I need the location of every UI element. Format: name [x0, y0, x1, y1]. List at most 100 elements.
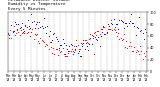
Point	[84, 40, 87, 41]
Point	[22, 31, 24, 33]
Point	[48, 30, 51, 31]
Point	[128, 20, 131, 21]
Point	[54, 36, 57, 37]
Point	[140, 29, 143, 31]
Point	[134, 52, 137, 53]
Point	[87, 49, 89, 50]
Point	[133, 47, 136, 48]
Point	[101, 28, 103, 29]
Point	[18, 27, 21, 28]
Point	[39, 26, 42, 28]
Point	[90, 43, 93, 45]
Point	[125, 40, 128, 41]
Point	[83, 39, 86, 41]
Point	[86, 45, 88, 46]
Point	[38, 42, 41, 43]
Point	[22, 28, 24, 29]
Point	[50, 47, 52, 48]
Point	[31, 29, 34, 30]
Point	[14, 21, 16, 22]
Point	[105, 31, 108, 33]
Point	[92, 33, 95, 34]
Point	[59, 45, 61, 46]
Point	[23, 30, 26, 31]
Point	[137, 27, 139, 28]
Point	[118, 38, 121, 39]
Point	[11, 30, 14, 32]
Point	[74, 48, 77, 50]
Point	[131, 22, 133, 24]
Point	[119, 37, 122, 39]
Point	[98, 45, 101, 46]
Point	[98, 33, 101, 35]
Point	[138, 53, 140, 55]
Point	[10, 24, 13, 26]
Point	[104, 34, 107, 35]
Point	[24, 24, 27, 25]
Point	[42, 28, 44, 29]
Point	[144, 29, 146, 30]
Point	[86, 41, 88, 42]
Point	[88, 38, 91, 39]
Point	[57, 40, 59, 42]
Point	[110, 19, 112, 21]
Point	[109, 28, 111, 30]
Point	[36, 21, 38, 22]
Point	[113, 26, 116, 27]
Point	[32, 38, 35, 40]
Point	[108, 25, 110, 27]
Point	[60, 50, 63, 52]
Point	[130, 14, 132, 15]
Point	[64, 53, 66, 55]
Point	[25, 32, 28, 34]
Point	[82, 40, 85, 41]
Point	[73, 45, 75, 46]
Point	[50, 41, 52, 43]
Point	[28, 25, 30, 26]
Point	[45, 44, 48, 45]
Point	[122, 21, 124, 23]
Point	[48, 42, 51, 43]
Point	[26, 19, 29, 21]
Point	[91, 37, 94, 39]
Point	[82, 42, 85, 44]
Point	[17, 23, 20, 24]
Point	[89, 33, 92, 34]
Point	[76, 52, 79, 54]
Point	[117, 33, 120, 34]
Point	[84, 43, 87, 44]
Point	[7, 33, 9, 34]
Point	[81, 43, 84, 45]
Point	[126, 48, 129, 49]
Point	[115, 24, 117, 25]
Point	[102, 26, 104, 27]
Point	[75, 45, 78, 47]
Point	[142, 52, 145, 54]
Point	[32, 20, 35, 22]
Point	[141, 58, 144, 60]
Point	[24, 25, 27, 26]
Point	[47, 48, 50, 50]
Point	[83, 48, 86, 50]
Point	[60, 44, 63, 46]
Point	[53, 32, 56, 33]
Point	[56, 48, 58, 49]
Point	[90, 34, 93, 35]
Point	[72, 50, 74, 51]
Point	[109, 29, 111, 30]
Point	[80, 55, 82, 56]
Point	[127, 45, 130, 47]
Point	[64, 55, 66, 56]
Point	[137, 51, 139, 52]
Point	[87, 42, 89, 43]
Point	[17, 31, 20, 33]
Point	[80, 42, 82, 44]
Point	[65, 44, 67, 46]
Point	[54, 49, 57, 50]
Point	[77, 48, 80, 50]
Point	[11, 32, 14, 33]
Point	[111, 24, 114, 25]
Point	[139, 45, 142, 47]
Point	[103, 33, 106, 35]
Point	[91, 35, 94, 36]
